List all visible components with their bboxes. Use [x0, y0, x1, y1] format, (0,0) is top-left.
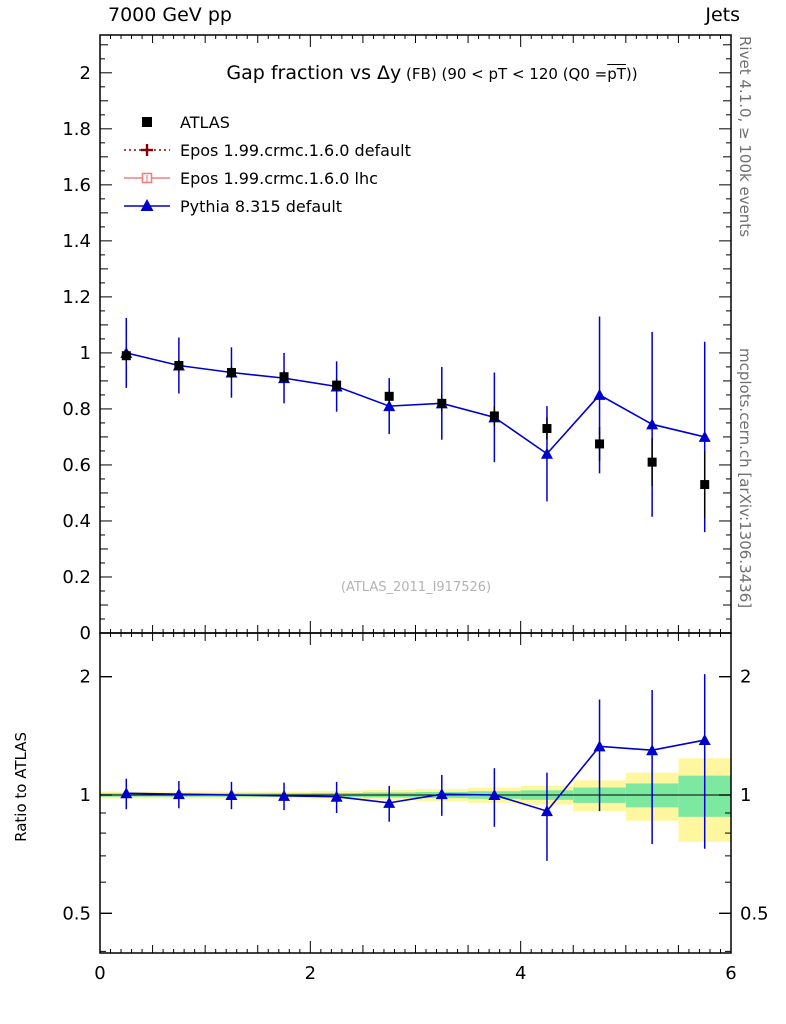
title-main: Gap fraction vs [226, 62, 371, 84]
watermark-analysis-id: (ATLAS_2011_I917526) [340, 580, 492, 595]
rivet-version-label: Rivet 4.1.0, ≥ 100k events [736, 36, 754, 238]
title-q0bar: pT [607, 65, 626, 83]
ratio-point [330, 790, 343, 802]
ratio-point [435, 788, 448, 800]
ratio-point [488, 789, 501, 800]
ratio-point [120, 787, 133, 799]
tick-label: 1 [740, 785, 751, 806]
legend-item: Pythia 8.315 default [122, 192, 411, 220]
tick-label: 0.8 [62, 399, 91, 420]
tick-label: 2 [80, 63, 91, 84]
legend-item: Epos 1.99.crmc.1.6.0 default [122, 136, 411, 164]
ratio-point [698, 734, 711, 746]
legend-item: ATLAS [122, 108, 411, 136]
ratio-point [278, 789, 291, 801]
legend-label: Epos 1.99.crmc.1.6.0 lhc [180, 168, 378, 188]
tick-label: 6 [725, 963, 736, 984]
plot-title: Gap fraction vs Δy (FB) (90 < pT < 120 (… [226, 62, 637, 84]
legend-marker-shape [140, 199, 154, 211]
pythia-line [126, 352, 705, 455]
legend: ATLAS Epos 1.99.crmc.1.6.0 default Epos 1.… [122, 108, 411, 220]
tick-label: 1 [80, 785, 91, 806]
tick-label: 0.4 [62, 511, 91, 532]
atlas-point [332, 380, 342, 390]
tick-label: 1 [80, 343, 91, 364]
tick-label: 2 [80, 667, 91, 688]
pythia-point [698, 430, 711, 442]
tick-label: 0.5 [62, 903, 91, 924]
atlas-point [489, 411, 499, 421]
atlas-point [384, 391, 394, 401]
title-suffix: )) [625, 65, 638, 83]
pythia-point [593, 388, 606, 400]
tick-label: 0.5 [740, 903, 769, 924]
pythia-point [540, 447, 553, 459]
tick-label: 0 [80, 623, 91, 644]
title-delta: Δy [377, 62, 402, 84]
square-open-marker-icon [124, 172, 170, 184]
tick-label: 4 [515, 963, 526, 984]
legend-label: ATLAS [180, 112, 230, 132]
ratio-point [225, 789, 238, 800]
triangle-marker-icon [124, 199, 170, 211]
cross-open-marker-icon [124, 144, 170, 156]
tick-label: 0 [94, 963, 105, 984]
tick-label: 0.6 [62, 455, 91, 476]
atlas-point [700, 480, 710, 490]
ratio-line [126, 739, 705, 813]
legend-label: Pythia 8.315 default [180, 196, 343, 216]
tick-label: 2 [740, 667, 751, 688]
analysis-label: Jets [705, 4, 740, 26]
tick-label: 2 [305, 963, 316, 984]
atlas-point [595, 439, 605, 449]
tick-label: 1.2 [62, 287, 91, 308]
atlas-point [437, 398, 447, 408]
atlas-point [279, 372, 289, 382]
legend-marker-shape [142, 117, 152, 127]
atlas-point [542, 424, 552, 434]
legend-item: Epos 1.99.crmc.1.6.0 lhc [122, 164, 411, 192]
tick-label: 1.4 [62, 231, 91, 252]
tick-label: 1.6 [62, 175, 91, 196]
atlas-point [647, 457, 657, 467]
atlas-point [121, 351, 131, 361]
tick-label: 0.2 [62, 567, 91, 588]
ratio-point [646, 744, 659, 756]
mcplots-arxiv-label: mcplots.cern.ch [arXiv:1306.3436] [736, 348, 754, 609]
ratio-point [383, 796, 396, 808]
legend-label: Epos 1.99.crmc.1.6.0 default [180, 140, 411, 160]
title-fb: (FB) [401, 65, 442, 83]
pythia-point [646, 418, 659, 430]
atlas-point [174, 361, 184, 371]
tick-label: 1.8 [62, 119, 91, 140]
square-marker-icon [142, 117, 152, 127]
ratio-axis-title: Ratio to ATLAS [12, 732, 30, 842]
atlas-point [226, 368, 236, 378]
pythia-point [383, 400, 396, 412]
ratio-point [172, 788, 185, 800]
beam-label: 7000 GeV pp [108, 4, 232, 26]
ratio-point [540, 805, 553, 817]
ratio-point [593, 740, 606, 752]
title-cut: (90 < pT < 120 (Q0 = [441, 65, 608, 83]
